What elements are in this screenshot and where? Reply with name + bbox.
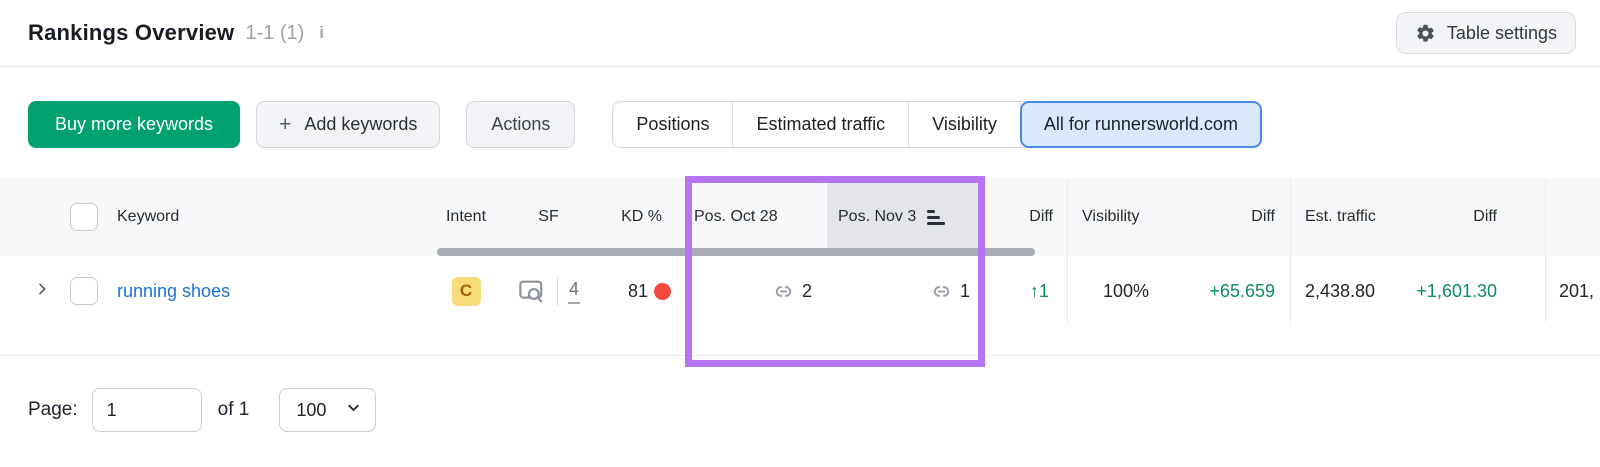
pagination: Page: of 1 100 bbox=[28, 388, 377, 432]
header-checkbox-cell bbox=[64, 178, 104, 256]
segment-all-for-domain[interactable]: All for runnersworld.com bbox=[1019, 101, 1262, 148]
table-row: running shoes C 4 bbox=[0, 256, 1600, 356]
visibility-cell: 100% +65.659 bbox=[1067, 256, 1290, 326]
row-expand-cell bbox=[0, 256, 64, 326]
actions-button[interactable]: Actions bbox=[466, 101, 576, 148]
pos-nov3-cell: 1 bbox=[827, 256, 985, 326]
segment-visibility[interactable]: Visibility bbox=[909, 102, 1021, 147]
header-sf[interactable]: SF bbox=[538, 208, 559, 225]
chevron-right-icon[interactable] bbox=[34, 281, 50, 302]
pos-diff-value: ↑1 bbox=[1029, 280, 1049, 301]
plus-icon: + bbox=[279, 112, 292, 136]
visibility-diff-value: +65.659 bbox=[1209, 280, 1275, 301]
segment-estimated-traffic[interactable]: Estimated traffic bbox=[733, 102, 910, 147]
page-of-label: of 1 bbox=[217, 399, 250, 420]
link-icon[interactable] bbox=[930, 280, 953, 303]
header-diff-traffic[interactable]: Diff bbox=[1473, 208, 1497, 225]
est-traffic-value: 2,438.80 bbox=[1305, 280, 1376, 301]
est-traffic-diff-value: +1,601.30 bbox=[1416, 280, 1497, 301]
header-visibility-group: Visibility Diff bbox=[1067, 178, 1290, 256]
add-keywords-button[interactable]: + Add keywords bbox=[256, 101, 441, 148]
kd-cell: 81 bbox=[595, 256, 675, 326]
serp-features-icon[interactable] bbox=[517, 278, 547, 305]
header-pos-nov3-label: Pos. Nov 3 bbox=[838, 208, 917, 225]
buy-more-keywords-button[interactable]: Buy more keywords bbox=[28, 101, 241, 148]
header-diff-pos[interactable]: Diff bbox=[1029, 208, 1053, 225]
page-size-value: 100 bbox=[296, 399, 327, 420]
pos-diff-cell: ↑1 bbox=[985, 256, 1067, 326]
horizontal-scrollbar[interactable] bbox=[437, 248, 1035, 256]
select-all-checkbox[interactable] bbox=[70, 203, 98, 231]
pos-nov3-value: 1 bbox=[959, 280, 970, 301]
header-partial-column bbox=[1545, 178, 1600, 256]
sf-count[interactable]: 4 bbox=[567, 279, 580, 304]
toolbar: Buy more keywords + Add keywords Actions… bbox=[28, 101, 1262, 148]
page-title: Rankings Overview bbox=[28, 20, 235, 45]
kd-difficulty-dot bbox=[654, 282, 671, 300]
header-pos-nov3[interactable]: Pos. Nov 3 bbox=[827, 178, 985, 256]
visibility-value: 100% bbox=[1103, 280, 1150, 301]
row-checkbox-cell bbox=[64, 256, 104, 326]
pos-oct28-value: 2 bbox=[801, 280, 812, 301]
intent-cell: C bbox=[430, 256, 502, 326]
sort-ascending-icon bbox=[926, 208, 946, 226]
rankings-table: Keyword Intent SF KD % Pos. Oct 28 Pos. … bbox=[0, 178, 1600, 356]
table-header-row: Keyword Intent SF KD % Pos. Oct 28 Pos. … bbox=[0, 178, 1600, 256]
header-kd[interactable]: KD % bbox=[621, 208, 662, 225]
info-icon[interactable]: i bbox=[319, 23, 325, 42]
keyword-cell: running shoes bbox=[104, 256, 430, 326]
sf-divider bbox=[556, 276, 558, 306]
sf-cell: 4 bbox=[502, 256, 595, 326]
add-keywords-label: Add keywords bbox=[304, 114, 418, 134]
est-traffic-cell: 2,438.80 +1,601.30 bbox=[1290, 256, 1545, 326]
header-est-traffic-group: Est. traffic Diff bbox=[1290, 178, 1545, 256]
row-checkbox[interactable] bbox=[70, 277, 98, 305]
header-pos-oct28[interactable]: Pos. Oct 28 bbox=[694, 208, 778, 225]
page-label: Page: bbox=[28, 399, 78, 420]
partial-column-value: 201, bbox=[1559, 280, 1595, 301]
view-segmented-control: Positions Estimated traffic Visibility A… bbox=[612, 101, 1262, 148]
page-size-select[interactable]: 100 bbox=[279, 388, 377, 432]
page-number-input[interactable] bbox=[91, 388, 202, 432]
pos-oct28-cell: 2 bbox=[675, 256, 827, 326]
header-diff-visibility[interactable]: Diff bbox=[1251, 208, 1275, 225]
title-bar: Rankings Overview 1-1 (1) i Table settin… bbox=[0, 0, 1600, 67]
chevron-down-icon bbox=[345, 399, 362, 421]
header-keyword[interactable]: Keyword bbox=[117, 208, 180, 225]
header-est-traffic[interactable]: Est. traffic bbox=[1305, 208, 1376, 225]
partial-column-cell: 201, bbox=[1545, 256, 1600, 326]
gear-icon bbox=[1415, 23, 1436, 44]
table-settings-button[interactable]: Table settings bbox=[1395, 12, 1576, 54]
result-range-count: 1-1 (1) bbox=[245, 21, 305, 44]
keyword-link[interactable]: running shoes bbox=[117, 280, 231, 301]
kd-value: 81 bbox=[627, 280, 648, 301]
segment-positions[interactable]: Positions bbox=[613, 102, 734, 147]
intent-commercial-badge[interactable]: C bbox=[451, 276, 481, 306]
table-settings-label: Table settings bbox=[1446, 22, 1557, 43]
header-intent[interactable]: Intent bbox=[445, 208, 487, 225]
header-visibility[interactable]: Visibility bbox=[1082, 208, 1140, 225]
link-icon[interactable] bbox=[772, 280, 795, 303]
header-expand-spacer bbox=[0, 178, 64, 256]
